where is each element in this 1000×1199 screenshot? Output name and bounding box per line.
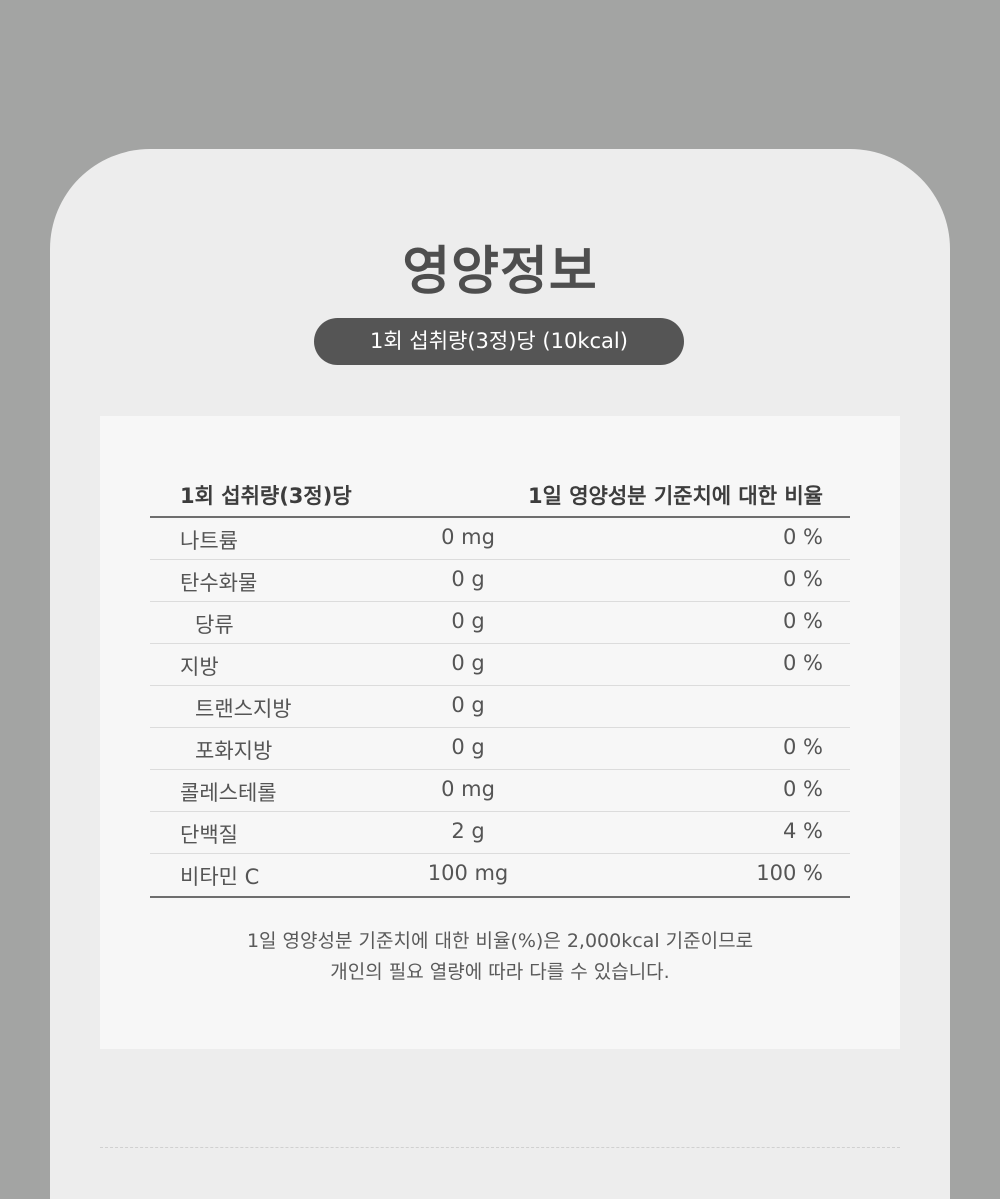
- nutrient-percent: 0 %: [783, 609, 823, 633]
- table-row: 지방 0 g 0 %: [150, 644, 850, 686]
- nutrient-amount: 0 mg: [441, 525, 495, 549]
- header-daily-value-label: 1일 영양성분 기준치에 대한 비율: [527, 484, 823, 508]
- nutrient-percent: 0 %: [783, 777, 823, 801]
- page-title: 영양정보: [402, 242, 598, 302]
- nutrient-name: 나트륨: [180, 529, 238, 553]
- nutrient-name: 지방: [180, 655, 219, 679]
- nutrient-amount: 0 g: [451, 567, 485, 591]
- header-serving-label: 1회 섭취량(3정)당: [180, 484, 352, 508]
- nutrient-percent: 100 %: [756, 861, 823, 885]
- nutrient-amount: 0 g: [451, 693, 485, 717]
- dashed-divider: [100, 1147, 900, 1148]
- table-row: 콜레스테롤 0 mg 0 %: [150, 770, 850, 812]
- nutrient-percent: 0 %: [783, 525, 823, 549]
- footnote-line-2: 개인의 필요 열량에 따라 다를 수 있습니다.: [330, 961, 670, 983]
- nutrient-percent: 0 %: [783, 651, 823, 675]
- nutrient-amount: 0 g: [451, 609, 485, 633]
- nutrient-percent: 0 %: [783, 735, 823, 759]
- nutrient-amount: 0 g: [451, 735, 485, 759]
- table-row: 트랜스지방 0 g: [150, 686, 850, 728]
- nutrient-amount: 100 mg: [427, 861, 509, 885]
- nutrient-name: 트랜스지방: [195, 697, 292, 721]
- table-row: 나트륨 0 mg 0 %: [150, 518, 850, 560]
- nutrition-table: 1회 섭취량(3정)당 1일 영양성분 기준치에 대한 비율 나트륨 0 mg …: [150, 470, 850, 898]
- table-row: 단백질 2 g 4 %: [150, 812, 850, 854]
- nutrient-percent: 0 %: [783, 567, 823, 591]
- nutrient-name: 포화지방: [195, 739, 273, 763]
- nutrient-name: 비타민 C: [180, 865, 260, 889]
- table-header: 1회 섭취량(3정)당 1일 영양성분 기준치에 대한 비율: [150, 470, 850, 518]
- table-row: 당류 0 g 0 %: [150, 602, 850, 644]
- table-row: 탄수화물 0 g 0 %: [150, 560, 850, 602]
- nutrient-amount: 2 g: [451, 819, 485, 843]
- serving-size-badge: 1회 섭취량(3정)당 (10kcal): [314, 318, 684, 365]
- footnote-line-1: 1일 영양성분 기준치에 대한 비율(%)은 2,000kcal 기준이므로: [246, 930, 754, 952]
- nutrient-amount: 0 mg: [441, 777, 495, 801]
- table-row: 포화지방 0 g 0 %: [150, 728, 850, 770]
- nutrient-name: 탄수화물: [180, 571, 258, 595]
- nutrient-percent: 4 %: [783, 819, 823, 843]
- nutrient-name: 당류: [195, 613, 234, 637]
- daily-value-footnote: 1일 영양성분 기준치에 대한 비율(%)은 2,000kcal 기준이므로 개…: [100, 926, 900, 988]
- nutrient-name: 단백질: [180, 823, 238, 847]
- nutrient-amount: 0 g: [451, 651, 485, 675]
- nutrition-panel: [100, 416, 900, 1049]
- table-row: 비타민 C 100 mg 100 %: [150, 854, 850, 898]
- nutrient-name: 콜레스테롤: [180, 781, 277, 805]
